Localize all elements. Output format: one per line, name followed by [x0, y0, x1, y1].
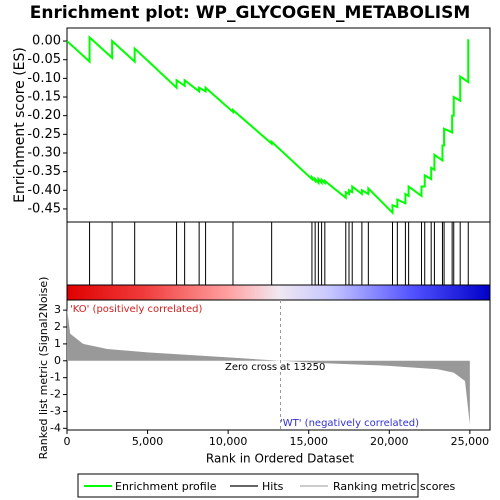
y-tick-label: -0.45 — [27, 201, 61, 216]
y-tick-label: 2 — [54, 320, 61, 333]
annotation: 'KO' (positively correlated) — [70, 304, 202, 315]
metric-panel — [66, 299, 491, 431]
x-tick-label: 10,000 — [209, 435, 248, 448]
x-tick-label: 20,000 — [370, 435, 409, 448]
y-axis-label: Enrichment score (ES) — [12, 47, 28, 203]
legend-label: Ranking metric scores — [333, 480, 455, 493]
y-tick-label: -0.25 — [27, 127, 61, 142]
y-tick-label: 3 — [54, 303, 61, 316]
y-tick-label: -1 — [50, 371, 61, 384]
y-tick-label: -0.20 — [27, 108, 61, 123]
chart-title: Enrichment plot: WP_GLYCOGEN_METABOLISM — [30, 3, 470, 23]
y-tick-label: -2 — [50, 388, 61, 401]
y-tick-label: -0.10 — [27, 71, 61, 86]
y-tick-label: 1 — [54, 337, 61, 350]
x-tick-label: 5,000 — [132, 435, 164, 448]
x-axis-label: Rank in Ordered Dataset — [206, 452, 354, 466]
annotation: Zero cross at 13250 — [225, 362, 325, 373]
y-tick-label: 0 — [54, 354, 61, 367]
y-tick-label: -0.30 — [27, 145, 61, 160]
x-tick-label: 0 — [64, 435, 71, 448]
color-bar — [66, 284, 491, 301]
hits-panel — [66, 221, 491, 286]
y-tick-label: -0.15 — [27, 90, 61, 105]
y-tick-label: -3 — [50, 404, 61, 417]
annotation: 'WT' (negatively correlated) — [280, 418, 419, 429]
legend-label: Enrichment profile — [115, 480, 217, 493]
y-tick-label: -0.35 — [27, 164, 61, 179]
y-axis-label: Ranked list metric (Signal2Noise) — [37, 277, 50, 460]
x-tick-label: 15,000 — [289, 435, 328, 448]
legend-label: Hits — [262, 480, 284, 493]
y-tick-label: -0.05 — [27, 52, 61, 67]
x-tick-label: 25,000 — [451, 435, 490, 448]
es-line — [66, 35, 470, 216]
y-tick-label: -0.40 — [27, 183, 61, 198]
y-tick-label: -4 — [50, 421, 61, 434]
y-tick-label: 0.00 — [32, 34, 61, 49]
